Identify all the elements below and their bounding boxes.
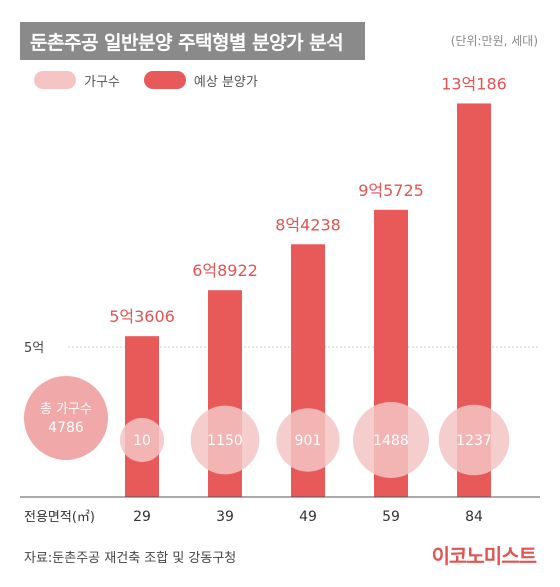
bar-value-label-59: 9억5725 — [358, 181, 424, 200]
brand-logo: 이코노미스트 — [431, 544, 537, 568]
tick-label-39: 39 — [216, 509, 234, 525]
bubble-label-29: 10 — [133, 433, 151, 449]
legend: 가구수 예상 분양가 — [34, 69, 282, 91]
bubble-label-39: 1150 — [207, 433, 243, 449]
bar-price-29 — [125, 336, 159, 497]
legend-swatch-households — [34, 71, 76, 89]
bubble-label-59: 1488 — [373, 433, 409, 449]
tick-label-49: 49 — [299, 509, 317, 525]
bubble-households-84 — [438, 404, 510, 476]
bubble-households-49 — [276, 408, 340, 472]
tick-label-84: 84 — [465, 509, 483, 525]
total-households-label: 총 가구수 — [40, 402, 92, 417]
x-axis-label: 전용면적(㎡) — [24, 510, 95, 525]
bar-value-label-39: 6억8922 — [192, 261, 258, 280]
bubble-households-29 — [119, 417, 165, 463]
chart-title: 둔촌주공 일반분양 주택형별 분양가 분석 — [30, 32, 344, 54]
bar-value-label-84: 13억186 — [441, 74, 507, 93]
title-bar — [20, 22, 365, 60]
total-households-bubble — [24, 376, 108, 460]
bubble-households-59 — [353, 402, 429, 478]
unit-note: (단위:만원, 세대) — [450, 34, 538, 48]
tick-label-59: 59 — [382, 509, 400, 525]
bar-value-label-49: 8억4238 — [275, 215, 341, 234]
legend-label-price: 예상 분양가 — [193, 74, 258, 90]
bar-value-label-29: 5억3606 — [109, 307, 175, 326]
total-households-value: 4786 — [48, 420, 84, 436]
legend-swatch-price — [143, 71, 186, 89]
tick-label-29: 29 — [133, 509, 151, 525]
bubble-households-39 — [190, 405, 260, 475]
bubble-label-84: 1237 — [456, 433, 492, 449]
bubble-label-49: 901 — [295, 433, 322, 449]
source-note: 자료:둔촌주공 재건축 조합 및 강동구청 — [24, 551, 237, 566]
legend-label-households: 가구수 — [84, 74, 120, 90]
reference-line-label: 5억 — [24, 341, 44, 356]
